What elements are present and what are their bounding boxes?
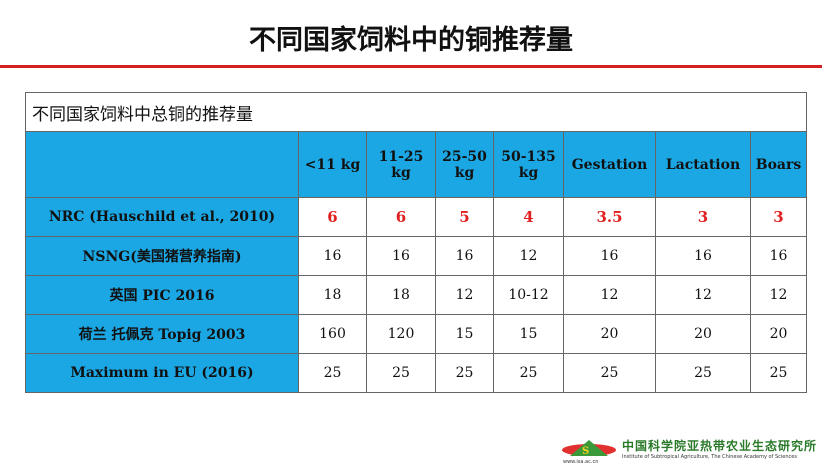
column-header: Gestation — [563, 131, 656, 198]
table-row: NRC (Hauschild et al., 2010) 6 6 5 4 3.5 3 3 — [25, 197, 807, 237]
column-header: Lactation — [655, 131, 751, 198]
table-cell: 20 — [563, 314, 656, 354]
table-cell: 15 — [435, 314, 494, 354]
column-header: <11 kg — [298, 131, 367, 198]
table-cell: 4 — [493, 197, 564, 237]
logo-url: www.isa.ac.cn — [563, 459, 599, 465]
row-label: NRC (Hauschild et al., 2010) — [25, 197, 299, 237]
table-cell: 18 — [298, 275, 367, 315]
row-label: 英国 PIC 2016 — [25, 275, 299, 315]
table-cell: 16 — [563, 236, 656, 276]
row-label: Maximum in EU (2016) — [25, 353, 299, 393]
table-cell: 16 — [750, 236, 807, 276]
table-cell: 20 — [655, 314, 751, 354]
institute-logo: S www.isa.ac.cn 中国科学院亚热带农业生态研究所 Institut… — [560, 436, 820, 466]
table-row: 荷兰 托佩克 Topig 2003 160 120 15 15 20 20 20 — [25, 314, 807, 354]
table-cell: 15 — [493, 314, 564, 354]
table-cell: 10-12 — [493, 275, 564, 315]
table-cell: 25 — [435, 353, 494, 393]
column-header: 50-135 kg — [493, 131, 564, 198]
table-cell: 5 — [435, 197, 494, 237]
table-row: Maximum in EU (2016) 25 25 25 25 25 25 25 — [25, 353, 807, 393]
svg-text:S: S — [582, 446, 589, 457]
table-cell: 6 — [298, 197, 367, 237]
copper-recommendation-table: 不同国家饲料中总铜的推荐量 <11 kg 11-25 kg 25-50 kg 50-1… — [25, 92, 807, 393]
table-cell: 12 — [563, 275, 656, 315]
isa-logo-icon: S — [562, 440, 616, 457]
column-header: 11-25 kg — [366, 131, 436, 198]
corner-header — [25, 131, 299, 198]
slide-title: 不同国家饲料中的铜推荐量 — [249, 25, 573, 56]
table-cell: 120 — [366, 314, 436, 354]
table-cell: 18 — [366, 275, 436, 315]
header-row: <11 kg 11-25 kg 25-50 kg 50-135 kg Gestation… — [25, 131, 807, 198]
table-row: 英国 PIC 2016 18 18 12 10-12 12 12 12 — [25, 275, 807, 315]
table-cell: 16 — [435, 236, 494, 276]
column-header: 25-50 kg — [435, 131, 494, 198]
table-cell: 16 — [655, 236, 751, 276]
row-label: NSNG(美国猪营养指南) — [25, 236, 299, 276]
table-cell: 160 — [298, 314, 367, 354]
logo-name-en: Institute of Subtropical Agriculture, Th… — [622, 454, 797, 460]
column-header: Boars — [750, 131, 807, 198]
table-cell: 6 — [366, 197, 436, 237]
table-cell: 16 — [298, 236, 367, 276]
table-cell: 25 — [298, 353, 367, 393]
table-caption: 不同国家饲料中总铜的推荐量 — [25, 92, 807, 132]
table-cell: 20 — [750, 314, 807, 354]
table-cell: 25 — [563, 353, 656, 393]
table-cell: 25 — [493, 353, 564, 393]
table-cell: 25 — [750, 353, 807, 393]
row-label: 荷兰 托佩克 Topig 2003 — [25, 314, 299, 354]
table-cell: 12 — [655, 275, 751, 315]
table-cell: 3 — [655, 197, 751, 237]
table-cell: 16 — [366, 236, 436, 276]
table-cell: 12 — [493, 236, 564, 276]
table-cell: 3.5 — [563, 197, 656, 237]
title-divider — [0, 65, 822, 68]
table-cell: 12 — [750, 275, 807, 315]
table-cell: 12 — [435, 275, 494, 315]
table-row: NSNG(美国猪营养指南) 16 16 16 12 16 16 16 — [25, 236, 807, 276]
table-cell: 3 — [750, 197, 807, 237]
logo-name-cn: 中国科学院亚热带农业生态研究所 — [622, 439, 818, 453]
table-cell: 25 — [366, 353, 436, 393]
table-cell: 25 — [655, 353, 751, 393]
